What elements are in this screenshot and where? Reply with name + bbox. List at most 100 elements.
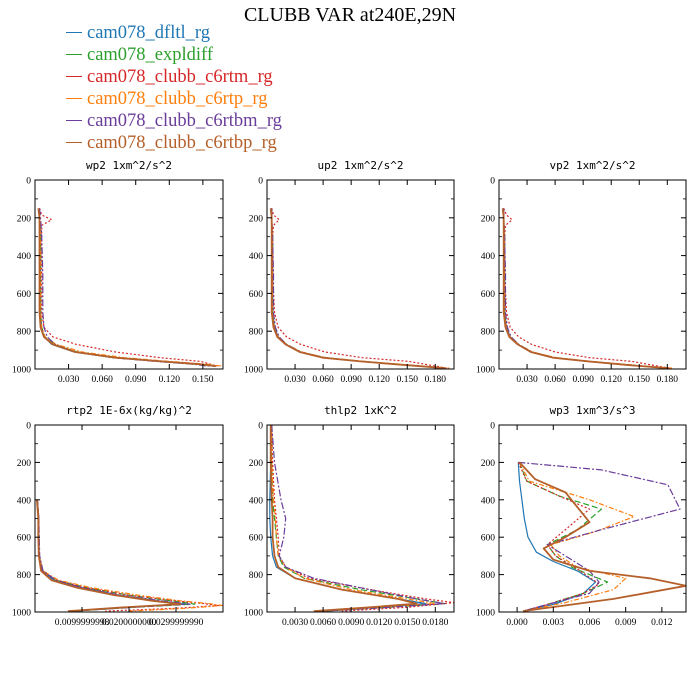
y-tick-label: 0 xyxy=(490,177,495,187)
plot-frame xyxy=(266,179,455,370)
series-group xyxy=(517,461,686,612)
subplot-title: vp2 1xm^2/s^2 xyxy=(549,159,635,172)
x-tick-label: 0.150 xyxy=(629,375,651,385)
series-line xyxy=(271,208,450,369)
series-line xyxy=(518,461,686,612)
x-tick-label: 0.006 xyxy=(579,618,601,628)
y-tick-label: 400 xyxy=(17,252,32,262)
x-tick-label: 0.0120 xyxy=(366,618,392,628)
series-group xyxy=(269,208,450,369)
series-line xyxy=(503,208,668,369)
subplot-title: thlp2 1xK^2 xyxy=(324,404,397,417)
y-tick-label: 0 xyxy=(26,177,31,187)
y-tick-label: 800 xyxy=(249,571,264,581)
series-line xyxy=(271,208,445,369)
subplot: rtp2 1E-6x(kg/kg)^2 0 200 400 600 800 1000 0.00… xyxy=(12,404,224,628)
x-tick-label: 0.0099999998 xyxy=(55,618,110,628)
y-tick-label: 600 xyxy=(17,534,32,544)
series-line xyxy=(517,462,600,612)
x-tick-label: 0.012 xyxy=(651,618,673,628)
series-group xyxy=(501,208,673,369)
y-tick-label: 200 xyxy=(17,214,32,224)
legend-swatch xyxy=(66,53,82,55)
series-line xyxy=(269,208,445,369)
subplot-title: wp2 1xm^2/s^2 xyxy=(86,159,172,172)
y-tick-label: 0 xyxy=(490,422,495,432)
legend-label: cam078_clubb_c6rtbp_rg xyxy=(87,133,277,153)
x-tick-label: 0.150 xyxy=(397,375,419,385)
series-line xyxy=(269,425,427,612)
x-tick-label: 0.120 xyxy=(159,375,181,385)
series-line xyxy=(38,208,215,367)
subplot: wp2 1xm^2/s^2 0 200 400 600 800 1000 0.030 0.060… xyxy=(12,159,224,385)
y-tick-label: 400 xyxy=(481,496,496,506)
y-tick-label: 1000 xyxy=(12,609,31,619)
legend: cam078_dfltl_rg cam078_expldiff cam078_clu… xyxy=(66,22,282,154)
series-line xyxy=(38,208,218,367)
x-tick-label: 0.0060 xyxy=(310,618,336,628)
legend-swatch xyxy=(66,75,82,77)
y-tick-label: 400 xyxy=(17,496,32,506)
y-tick-label: 400 xyxy=(249,496,264,506)
plot-frame xyxy=(34,179,224,370)
legend-item: cam078_dfltl_rg xyxy=(66,22,282,44)
legend-swatch xyxy=(66,97,82,99)
y-tick-label: 600 xyxy=(249,290,264,300)
y-tick-label: 200 xyxy=(17,459,32,469)
y-tick-label: 0 xyxy=(26,422,31,432)
x-tick-label: 0.180 xyxy=(425,375,447,385)
y-tick-label: 1000 xyxy=(244,366,263,376)
series-line xyxy=(36,499,219,612)
series-line xyxy=(38,208,223,367)
x-tick-label: 0.030 xyxy=(516,375,538,385)
plot-frame xyxy=(266,424,455,613)
subplot: up2 1xm^2/s^2 0 200 400 600 800 1000 0.030 0.060… xyxy=(244,159,455,385)
x-tick-label: 0.120 xyxy=(369,375,391,385)
subplot: wp3 1xm^3/s^3 0 200 400 600 800 1000 0.000 0.003… xyxy=(476,404,687,628)
x-tick-label: 0.060 xyxy=(91,375,113,385)
y-tick-label: 1000 xyxy=(12,366,31,376)
series-line xyxy=(269,425,418,612)
x-tick-label: 0.090 xyxy=(340,375,362,385)
legend-label: cam078_expldiff xyxy=(87,45,214,65)
legend-item: cam078_clubb_c6rtbp_rg xyxy=(66,132,282,154)
y-tick-label: 600 xyxy=(17,290,32,300)
x-tick-label: 0.000 xyxy=(506,618,528,628)
x-tick-label: 0.150 xyxy=(192,375,214,385)
series-group xyxy=(37,208,223,368)
series-line xyxy=(501,208,668,369)
series-group xyxy=(36,499,223,612)
legend-swatch xyxy=(66,141,82,143)
series-line xyxy=(271,208,445,369)
subplot-title: rtp2 1E-6x(kg/kg)^2 xyxy=(66,404,192,417)
figure-title: CLUBB VAR at240E,29N xyxy=(243,4,457,26)
x-tick-label: 0.060 xyxy=(544,375,566,385)
series-line xyxy=(271,208,447,369)
y-tick-label: 800 xyxy=(481,328,496,338)
x-tick-label: 0.009 xyxy=(615,618,637,628)
plot-frame xyxy=(498,424,687,613)
series-line xyxy=(38,208,218,367)
y-tick-label: 1000 xyxy=(244,609,263,619)
subplot-title: wp3 1xm^3/s^3 xyxy=(549,404,635,417)
series-group xyxy=(269,425,454,612)
plot-frame xyxy=(498,179,687,370)
y-tick-label: 200 xyxy=(481,214,496,224)
y-tick-label: 600 xyxy=(249,534,264,544)
subplot-title: up2 1xm^2/s^2 xyxy=(317,159,403,172)
series-line xyxy=(271,425,446,612)
y-tick-label: 800 xyxy=(17,328,32,338)
y-tick-label: 600 xyxy=(481,290,496,300)
x-tick-label: 0.030 xyxy=(284,375,306,385)
x-tick-label: 0.060 xyxy=(312,375,334,385)
legend-item: cam078_clubb_c6rtp_rg xyxy=(66,88,282,110)
x-tick-label: 0.0150 xyxy=(394,618,420,628)
series-line xyxy=(518,462,635,612)
series-line xyxy=(271,425,454,612)
y-tick-label: 800 xyxy=(249,328,264,338)
x-tick-label: 0.0030 xyxy=(282,618,308,628)
x-tick-label: 0.003 xyxy=(543,618,565,628)
y-tick-label: 200 xyxy=(249,214,264,224)
x-tick-label: 0.090 xyxy=(125,375,147,385)
